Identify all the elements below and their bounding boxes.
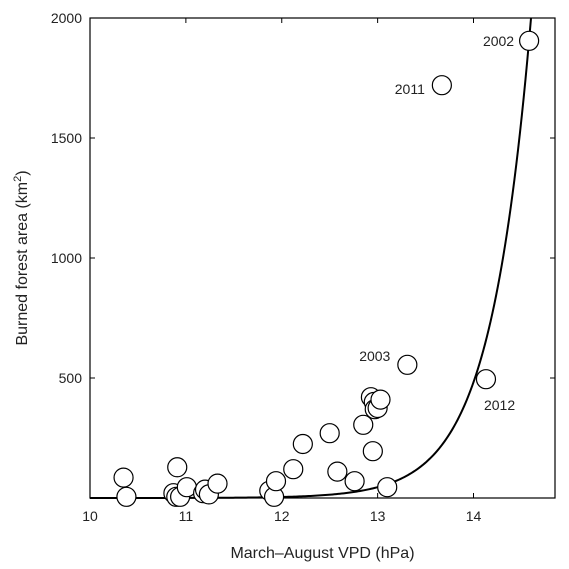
data-point <box>519 30 540 51</box>
tick-labels: 10 11 12 13 14 500 1000 1500 2000 <box>51 10 482 524</box>
data-point <box>362 441 383 462</box>
x-tick-label: 12 <box>274 508 290 524</box>
annotation-2002: 2002 <box>483 33 514 49</box>
plot-frame <box>89 17 556 499</box>
data-point <box>113 467 134 488</box>
x-tick-label: 14 <box>466 508 482 524</box>
data-point <box>292 433 313 455</box>
data-point <box>344 471 365 492</box>
x-tick-label: 11 <box>179 508 194 524</box>
data-point <box>353 414 374 435</box>
y-axis-label-end: ) <box>14 170 31 175</box>
y-tick-label: 500 <box>59 370 83 386</box>
data-point <box>116 486 137 507</box>
y-tick-label: 1500 <box>51 130 82 146</box>
annotation-2012: 2012 <box>484 397 515 413</box>
data-point <box>431 75 452 96</box>
y-tick-label: 2000 <box>51 10 82 26</box>
x-tick-label: 13 <box>370 508 386 524</box>
annotation-2011: 2011 <box>395 81 425 97</box>
fit-curve <box>90 17 533 499</box>
data-point <box>377 477 398 498</box>
year-annotations: 2002 2011 2003 2012 <box>359 33 515 413</box>
data-point <box>397 354 418 375</box>
axis-ticks <box>89 17 555 498</box>
data-point <box>319 423 340 444</box>
y-tick-label: 1000 <box>51 250 82 266</box>
y-axis-label: Burned forest area (km2) <box>12 170 31 345</box>
data-point <box>207 473 228 494</box>
data-point <box>370 389 391 410</box>
x-axis-label: March–August VPD (hPa) <box>230 545 414 562</box>
data-point <box>167 457 188 478</box>
annotation-2003: 2003 <box>359 348 390 364</box>
data-point <box>283 459 304 480</box>
y-axis-label-sup: 2 <box>12 176 24 182</box>
data-points <box>113 30 540 507</box>
x-tick-label: 10 <box>82 508 98 524</box>
data-point <box>327 461 348 482</box>
data-point <box>475 369 497 390</box>
data-point <box>265 471 287 492</box>
y-axis-label-main: Burned forest area (km <box>14 182 31 346</box>
